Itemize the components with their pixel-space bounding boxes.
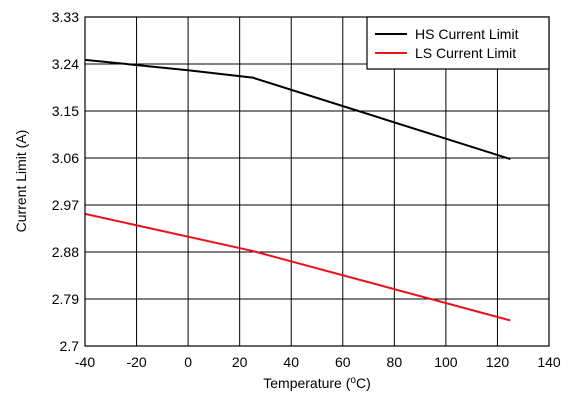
x-axis-label: Temperature (oC) xyxy=(263,375,371,391)
x-tick-label: 120 xyxy=(486,354,510,370)
series-lines xyxy=(84,58,511,322)
series-line-ls-current-limit xyxy=(84,212,511,322)
x-axis-ticks: -40 -20 0 20 40 60 80 100 120 140 xyxy=(75,354,561,370)
x-tick-label: 20 xyxy=(232,354,248,370)
legend-label: LS Current Limit xyxy=(415,45,516,61)
x-tick-label: 80 xyxy=(387,354,403,370)
y-tick-label: 3.24 xyxy=(52,56,79,72)
y-tick-label: 3.15 xyxy=(52,103,79,119)
legend: HS Current Limit LS Current Limit xyxy=(366,16,550,70)
y-tick-label: 2.97 xyxy=(52,197,79,213)
series-line-hs-current-limit xyxy=(84,58,511,160)
y-tick-label: 3.06 xyxy=(52,150,79,166)
y-axis-label: Current Limit (A) xyxy=(13,130,29,233)
x-tick-label: 40 xyxy=(283,354,299,370)
plot-frame xyxy=(84,16,550,347)
legend-label: HS Current Limit xyxy=(415,26,519,42)
x-tick-label: 60 xyxy=(335,354,351,370)
y-tick-label: 2.88 xyxy=(52,244,79,260)
y-tick-label: 3.33 xyxy=(52,9,79,25)
y-tick-label: 2.7 xyxy=(60,338,80,354)
x-tick-label: 0 xyxy=(184,354,192,370)
x-tick-label: -40 xyxy=(75,354,95,370)
x-tick-label: -20 xyxy=(126,354,146,370)
y-axis-ticks: 2.7 2.79 2.88 2.97 3.06 3.15 3.24 3.33 xyxy=(52,9,79,354)
y-tick-label: 2.79 xyxy=(52,291,79,307)
x-tick-label: 100 xyxy=(434,354,458,370)
legend-box xyxy=(366,16,550,70)
x-tick-label: 140 xyxy=(537,354,561,370)
